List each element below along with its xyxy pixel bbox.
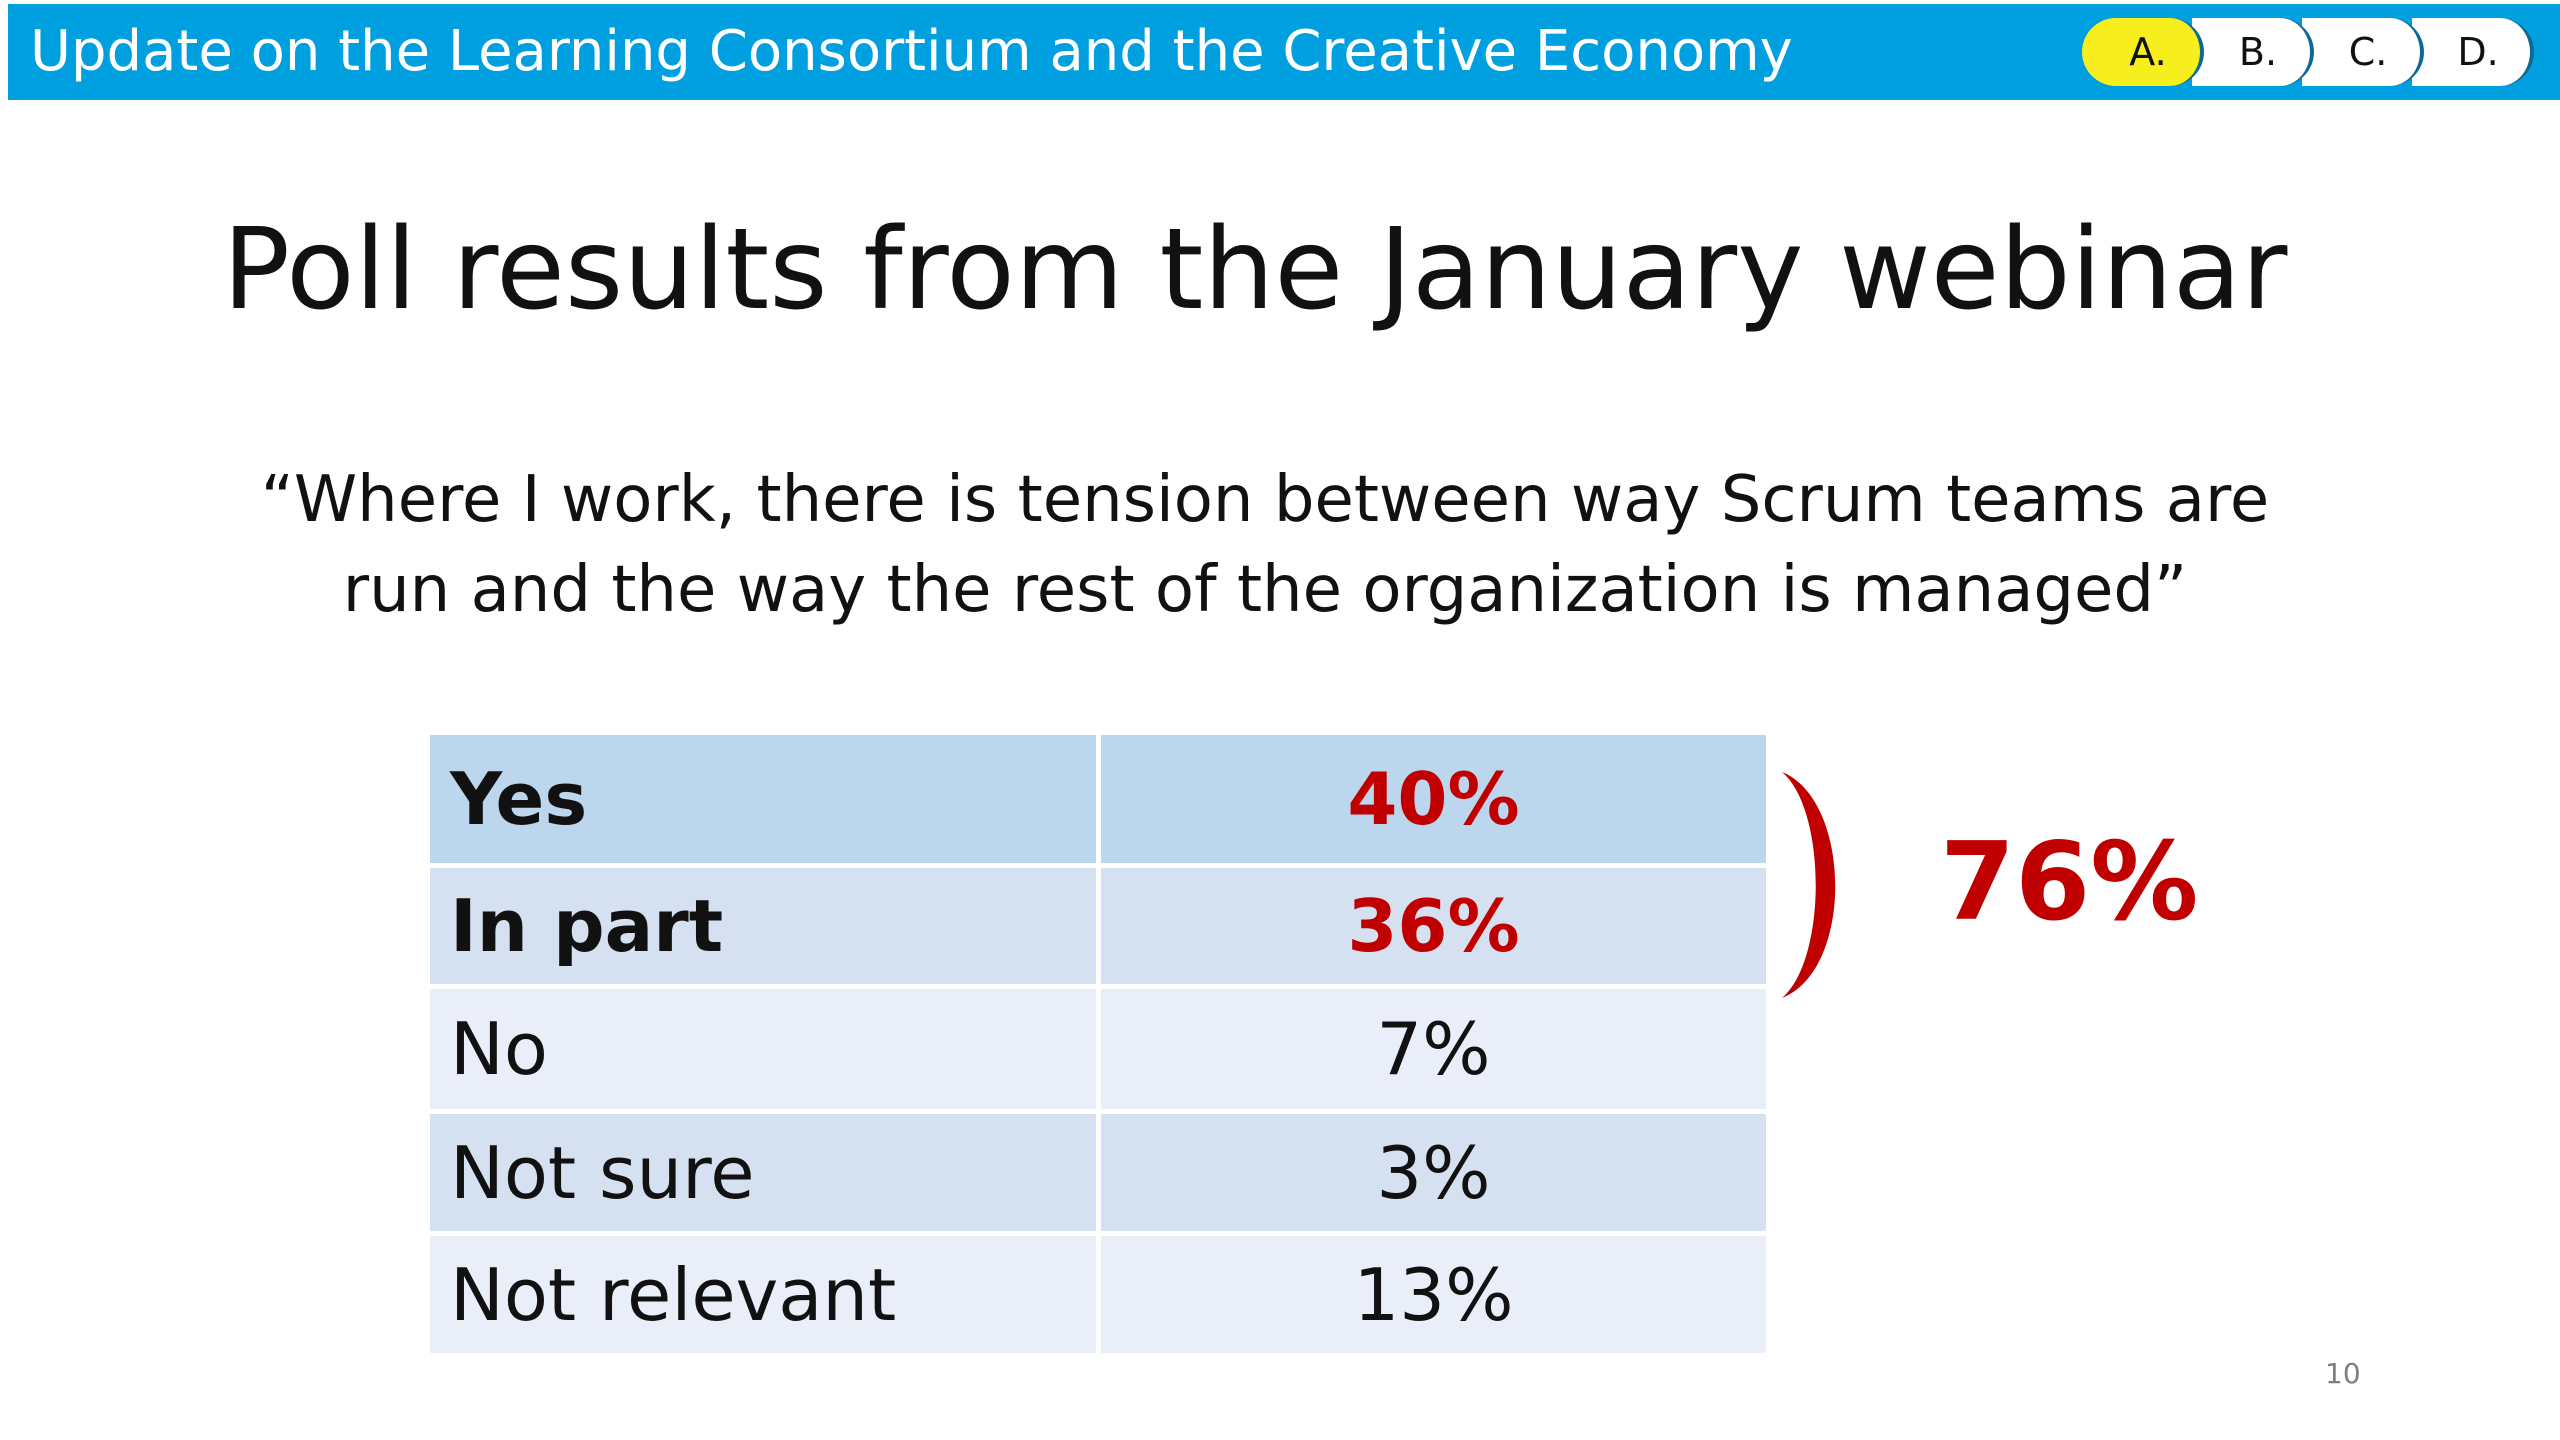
answer-percent: 13% (1101, 1236, 1766, 1353)
poll-question-line-1: “Where I work, there is tension between … (260, 463, 2270, 537)
tab-a[interactable]: A. (2082, 18, 2204, 86)
table-row: Not sure 3% (430, 1114, 1766, 1231)
answer-label: No (430, 989, 1096, 1109)
bracket-shape (1782, 772, 1836, 998)
answer-label: Not sure (430, 1114, 1096, 1231)
answer-percent: 40% (1101, 735, 1766, 863)
poll-question: “Where I work, there is tension between … (0, 455, 2530, 635)
presentation-title: Update on the Learning Consortium and th… (30, 19, 1793, 84)
grouping-bracket (1782, 772, 1836, 998)
poll-question-line-2: run and the way the rest of the organiza… (342, 553, 2188, 627)
slide-title: Poll results from the January webinar (222, 205, 2288, 335)
tab-b[interactable]: B. (2192, 18, 2314, 86)
table-row: Not relevant 13% (430, 1236, 1766, 1353)
table-row: Yes 40% (430, 735, 1766, 863)
results-table: Yes 40% In part 36% No 7% Not sure 3% No… (430, 735, 1766, 1353)
tab-d[interactable]: D. (2412, 18, 2534, 86)
answer-label: In part (430, 868, 1096, 984)
answer-percent: 3% (1101, 1114, 1766, 1231)
answer-label: Yes (430, 735, 1096, 863)
table-row: No 7% (430, 989, 1766, 1109)
combined-total: 76% (1940, 820, 2199, 945)
section-tabs: A. B. C. D. (2082, 18, 2534, 86)
table-row: In part 36% (430, 868, 1766, 984)
tab-c[interactable]: C. (2302, 18, 2424, 86)
answer-label: Not relevant (430, 1236, 1096, 1353)
header-bar: Update on the Learning Consortium and th… (8, 4, 2560, 100)
page-number: 10 (2325, 1357, 2361, 1390)
answer-percent: 36% (1101, 868, 1766, 984)
answer-percent: 7% (1101, 989, 1766, 1109)
